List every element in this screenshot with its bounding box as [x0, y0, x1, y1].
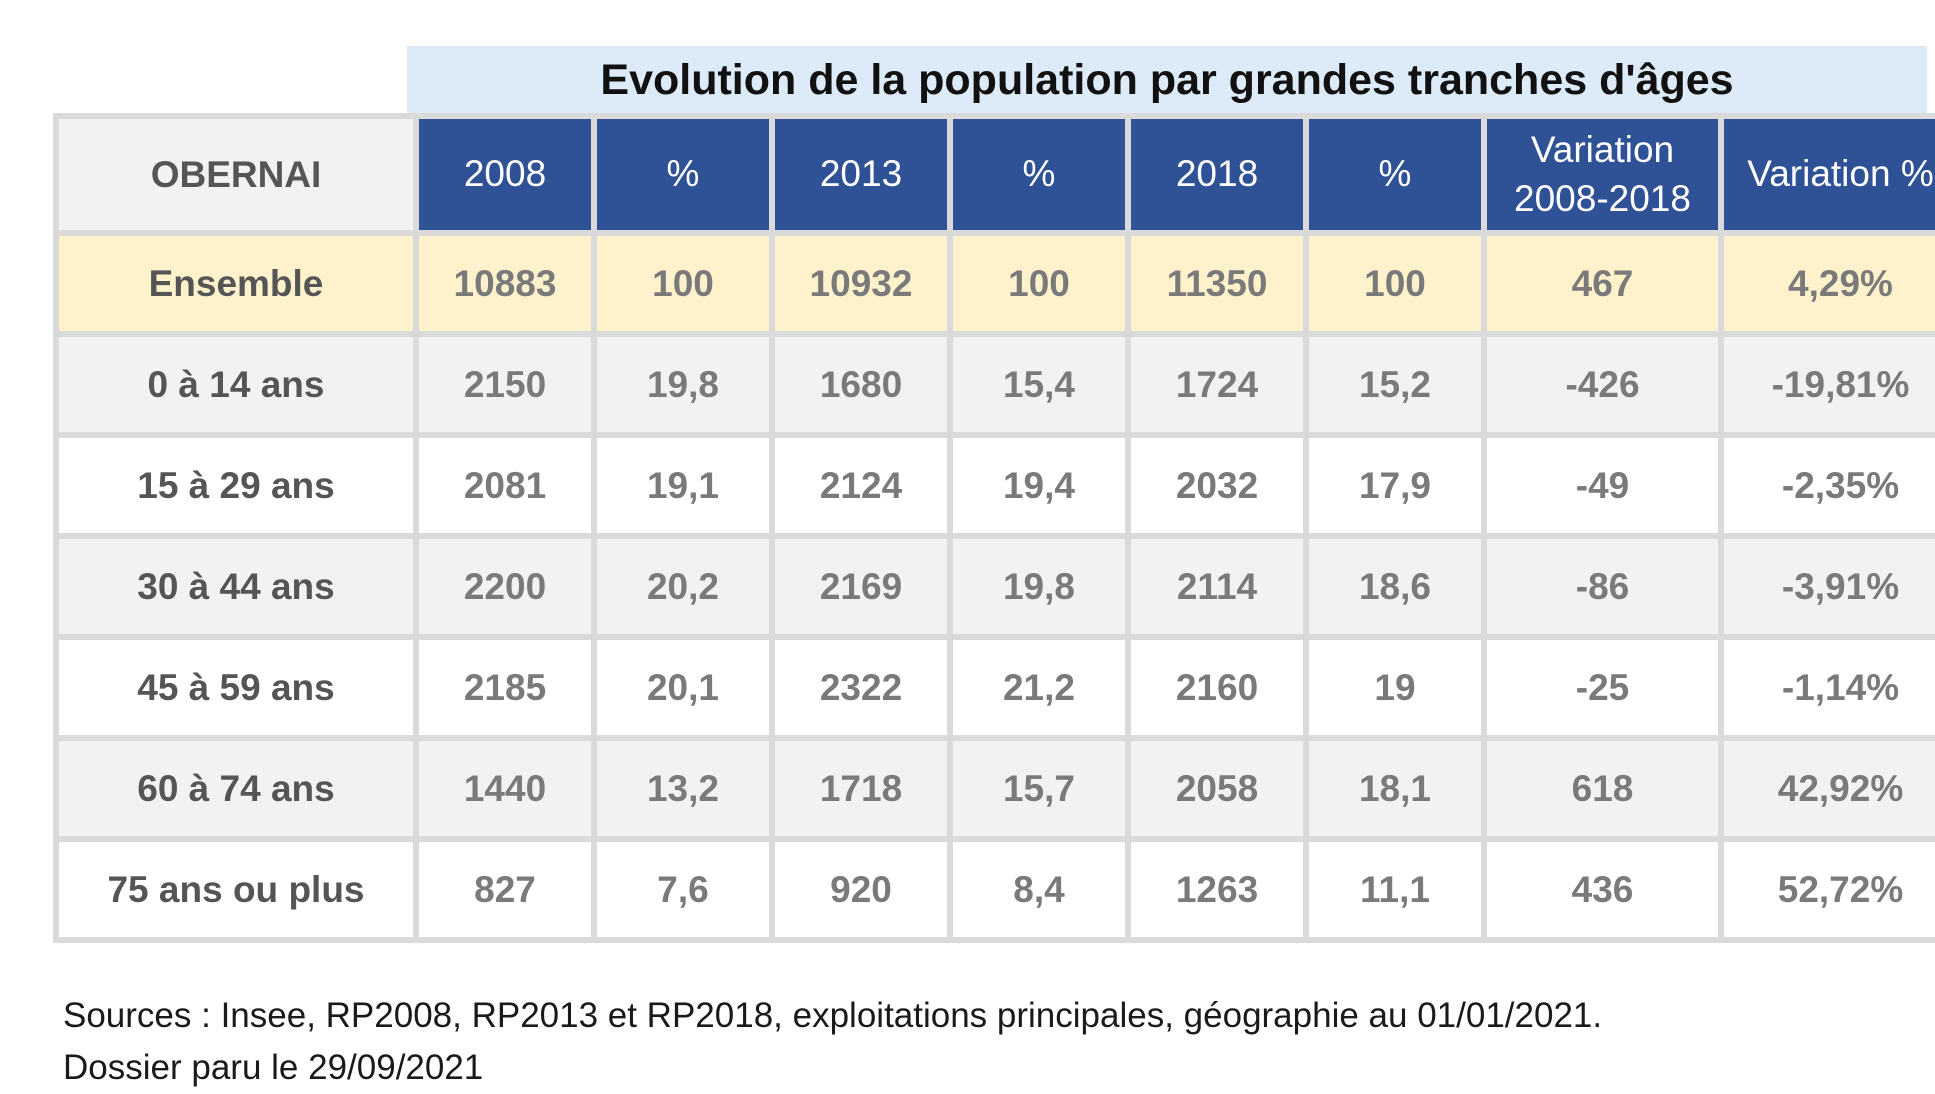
- table-cell: 2114: [1131, 539, 1303, 634]
- table-cell: 20,2: [597, 539, 769, 634]
- table-row-total: Ensemble 10883 100 10932 100 11350 100 467 4,29%: [59, 236, 1935, 331]
- table-cell: 100: [597, 236, 769, 331]
- population-table: OBERNAI 2008 % 2013 % 2018 % Variation 2…: [53, 113, 1935, 943]
- table-cell: 11,1: [1309, 842, 1481, 937]
- row-label: 0 à 14 ans: [59, 337, 413, 432]
- table-cell: -86: [1487, 539, 1718, 634]
- table-cell: 2150: [419, 337, 591, 432]
- table-cell: 15,4: [953, 337, 1125, 432]
- table-cell: 10883: [419, 236, 591, 331]
- publication-date: Dossier paru le 29/09/2021: [63, 1048, 484, 1087]
- table-cell: 2058: [1131, 741, 1303, 836]
- table-cell: 19,1: [597, 438, 769, 533]
- table-cell: 15,7: [953, 741, 1125, 836]
- table-cell: 19: [1309, 640, 1481, 735]
- header-pct-2008: %: [597, 119, 769, 230]
- table-cell: 2032: [1131, 438, 1303, 533]
- header-variation-2008-2018: Variation 2008-2018: [1487, 119, 1718, 230]
- table-cell: 19,8: [597, 337, 769, 432]
- table-cell: -25: [1487, 640, 1718, 735]
- table-cell: 1440: [419, 741, 591, 836]
- row-label: 30 à 44 ans: [59, 539, 413, 634]
- table-cell: 19,4: [953, 438, 1125, 533]
- table-cell: 827: [419, 842, 591, 937]
- header-row: OBERNAI 2008 % 2013 % 2018 % Variation 2…: [59, 119, 1935, 230]
- table-cell: 13,2: [597, 741, 769, 836]
- table-cell: 4,29%: [1724, 236, 1935, 331]
- table-cell: 436: [1487, 842, 1718, 937]
- table-cell: -1,14%: [1724, 640, 1935, 735]
- table-cell: -19,81%: [1724, 337, 1935, 432]
- table-cell: 2124: [775, 438, 947, 533]
- table-cell: 618: [1487, 741, 1718, 836]
- table-cell: -3,91%: [1724, 539, 1935, 634]
- table-cell: 7,6: [597, 842, 769, 937]
- sources-note: Sources : Insee, RP2008, RP2013 et RP201…: [63, 996, 1603, 1035]
- table-cell: -49: [1487, 438, 1718, 533]
- table-cell: 1263: [1131, 842, 1303, 937]
- table-cell: 18,6: [1309, 539, 1481, 634]
- table-cell: 2160: [1131, 640, 1303, 735]
- row-label: Ensemble: [59, 236, 413, 331]
- header-variation-line2: 2008-2018: [1514, 177, 1691, 219]
- table-row: 15 à 29 ans 2081 19,1 2124 19,4 2032 17,9 -49 -2…: [59, 438, 1935, 533]
- header-2013: 2013: [775, 119, 947, 230]
- table-footer: Sources : Insee, RP2008, RP2013 et RP201…: [63, 990, 1602, 1094]
- table-row: 0 à 14 ans 2150 19,8 1680 15,4 1724 15,2 -426 -1…: [59, 337, 1935, 432]
- table-cell: 15,2: [1309, 337, 1481, 432]
- table-row: 30 à 44 ans 2200 20,2 2169 19,8 2114 18,6 -86 -3…: [59, 539, 1935, 634]
- table-row: 75 ans ou plus 827 7,6 920 8,4 1263 11,1 436 52,…: [59, 842, 1935, 937]
- table-cell: 1680: [775, 337, 947, 432]
- header-pct-2018: %: [1309, 119, 1481, 230]
- table-cell: 42,92%: [1724, 741, 1935, 836]
- table-cell: 11350: [1131, 236, 1303, 331]
- table-cell: -426: [1487, 337, 1718, 432]
- header-pct-2013: %: [953, 119, 1125, 230]
- commune-name: OBERNAI: [59, 119, 413, 230]
- table-body: Ensemble 10883 100 10932 100 11350 100 467 4,29%…: [59, 236, 1935, 937]
- table-cell: 2322: [775, 640, 947, 735]
- table-cell: 2169: [775, 539, 947, 634]
- table-cell: 2185: [419, 640, 591, 735]
- header-variation-line1: Variation: [1530, 129, 1675, 171]
- table-cell: 100: [953, 236, 1125, 331]
- table-cell: 2081: [419, 438, 591, 533]
- table-row: 45 à 59 ans 2185 20,1 2322 21,2 2160 19 -25 -1,1…: [59, 640, 1935, 735]
- table-cell: 467: [1487, 236, 1718, 331]
- table-row: 60 à 74 ans 1440 13,2 1718 15,7 2058 18,1 618 42…: [59, 741, 1935, 836]
- table-cell: 1724: [1131, 337, 1303, 432]
- row-label: 60 à 74 ans: [59, 741, 413, 836]
- header-2008: 2008: [419, 119, 591, 230]
- table-cell: 52,72%: [1724, 842, 1935, 937]
- table-cell: 20,1: [597, 640, 769, 735]
- table-title: Evolution de la population par grandes t…: [407, 46, 1927, 115]
- header-2018: 2018: [1131, 119, 1303, 230]
- row-label: 45 à 59 ans: [59, 640, 413, 735]
- table-cell: 19,8: [953, 539, 1125, 634]
- table-cell: 920: [775, 842, 947, 937]
- table-cell: 1718: [775, 741, 947, 836]
- table-cell: 10932: [775, 236, 947, 331]
- table-cell: 21,2: [953, 640, 1125, 735]
- table-cell: 18,1: [1309, 741, 1481, 836]
- table-cell: 8,4: [953, 842, 1125, 937]
- table-cell: -2,35%: [1724, 438, 1935, 533]
- table-cell: 100: [1309, 236, 1481, 331]
- row-label: 15 à 29 ans: [59, 438, 413, 533]
- table-cell: 2200: [419, 539, 591, 634]
- table-cell: 17,9: [1309, 438, 1481, 533]
- header-variation-pct: Variation %: [1724, 119, 1935, 230]
- row-label: 75 ans ou plus: [59, 842, 413, 937]
